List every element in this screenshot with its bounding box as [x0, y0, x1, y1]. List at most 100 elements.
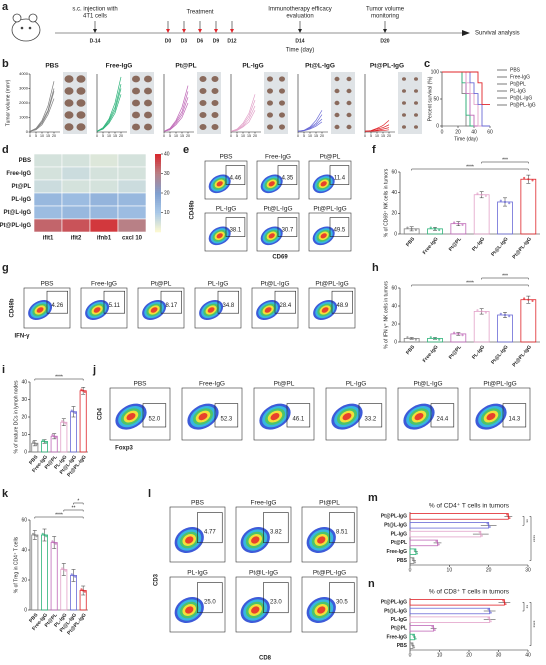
gate — [214, 403, 239, 428]
tumor-photo — [130, 72, 154, 134]
x-tick-label: 20 — [455, 129, 461, 135]
tumor — [279, 76, 285, 82]
colorbar-step — [155, 157, 161, 161]
colorbar-step — [155, 175, 161, 178]
flow-plot — [204, 160, 248, 200]
bar — [409, 616, 491, 623]
bar — [520, 178, 537, 235]
sig-label: **** — [531, 535, 536, 542]
x-tick-label: 10 — [447, 567, 453, 573]
dot — [527, 178, 530, 181]
growth-curve — [230, 110, 256, 132]
dot — [506, 513, 509, 516]
y-tick-label: 0 — [394, 339, 397, 345]
dot — [411, 644, 414, 647]
colorbar-step — [155, 165, 161, 168]
dot — [429, 336, 432, 339]
bar — [497, 201, 513, 235]
tumor — [414, 113, 418, 117]
tumor — [76, 87, 86, 95]
panel-label: f — [372, 144, 376, 156]
x-tick-label: 10 — [241, 134, 245, 138]
density — [216, 233, 223, 239]
sig-bracket — [481, 161, 529, 164]
tumor — [76, 111, 86, 119]
bar — [473, 310, 490, 343]
x-tick-label: 0 — [230, 134, 232, 138]
density — [268, 233, 275, 239]
gate — [502, 403, 527, 428]
colorbar-step — [155, 185, 161, 188]
column-label: ifnb1 — [97, 236, 112, 242]
dot — [412, 559, 415, 562]
plot-title: Free-IgG — [265, 154, 291, 161]
dot — [457, 222, 460, 225]
sig-bracket — [522, 516, 525, 526]
x-tick-label: 15 — [113, 134, 117, 138]
dot — [80, 388, 83, 391]
dot — [413, 548, 416, 551]
dot — [72, 410, 75, 413]
panel-label: j — [92, 364, 96, 376]
heat-cell — [33, 205, 63, 220]
x-tick-label: 10 — [437, 652, 443, 658]
chart-title: % of CD8⁺ T cells in tumors — [429, 589, 510, 596]
gate-percent: 23.0 — [270, 600, 282, 606]
sig-bracket — [34, 516, 84, 519]
flow-plot — [301, 506, 358, 563]
heat-cell — [61, 205, 91, 220]
colorbar-step — [155, 226, 161, 229]
density — [317, 536, 326, 544]
density — [185, 536, 194, 544]
colorbar-step — [155, 171, 161, 174]
colorbar-step — [155, 220, 161, 223]
row-label: Pt@PL — [11, 184, 31, 190]
dot — [508, 517, 511, 520]
growth-curve — [230, 94, 256, 132]
panel-label: n — [368, 578, 375, 590]
colorbar-step — [155, 155, 161, 159]
y-axis-title: % of mature DCs in lymph nodes — [13, 380, 19, 454]
dot — [43, 533, 46, 537]
dot — [436, 541, 439, 544]
plot-title: Pt@L-IgG — [414, 381, 443, 388]
tumor — [211, 100, 219, 106]
gate — [274, 290, 297, 314]
x-tick-label: 0 — [96, 134, 98, 138]
tumor — [414, 125, 418, 129]
y-tick-label: 20 — [21, 577, 27, 583]
plot-title: PL-IgG — [187, 570, 208, 577]
heat-cell — [33, 218, 63, 233]
plot-title: Pt@PL-IgG — [313, 206, 346, 213]
tumor — [279, 100, 285, 106]
x-tick-label: 15 — [46, 134, 50, 138]
x-axis-title: Time (day) — [454, 136, 478, 142]
x-tick-label: PL-IgG — [471, 236, 486, 252]
growth-curve — [230, 105, 256, 132]
colorbar-step — [155, 218, 161, 221]
panel-label: c — [424, 58, 430, 70]
bar — [409, 522, 490, 529]
density — [317, 606, 326, 614]
colorbar-step — [155, 173, 161, 176]
dot — [411, 557, 414, 560]
bar — [50, 542, 58, 611]
colorbar-step — [155, 169, 161, 172]
tumor-photo — [331, 72, 355, 134]
tumor — [402, 125, 406, 129]
tumor — [346, 88, 352, 94]
x-tick-label: 20 — [320, 134, 324, 138]
photo-bg — [398, 72, 422, 134]
dot — [414, 228, 417, 232]
flow-plot — [308, 287, 356, 329]
y-axis-title: CD3 — [154, 573, 160, 586]
heat-cell — [89, 205, 119, 220]
flow-plot — [253, 387, 315, 441]
tumor — [64, 87, 74, 95]
dot — [62, 421, 65, 424]
y-tick-label: 0 — [24, 449, 27, 455]
dot — [480, 310, 483, 313]
plot-title: Pt@L-IgG — [249, 570, 278, 577]
dot — [488, 618, 491, 621]
x-tick-label: Free-IgG — [422, 236, 440, 256]
